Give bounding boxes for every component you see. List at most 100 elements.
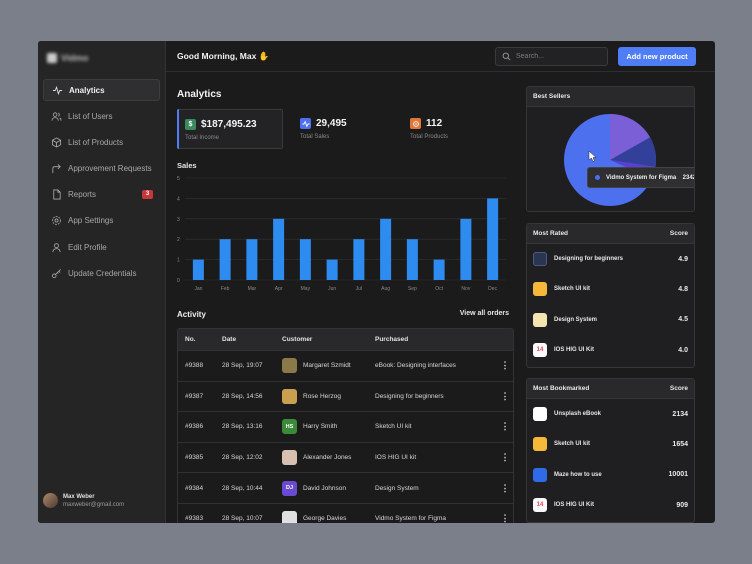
pie-slice-2[interactable]	[610, 114, 650, 160]
y-tick-label: 4	[177, 196, 180, 202]
more-options-icon[interactable]: ⋮	[500, 482, 510, 493]
column-header-no[interactable]: No.	[185, 336, 196, 343]
bar-apr[interactable]	[273, 218, 285, 280]
stat-card-total-income[interactable]: $ $187,495.23 Total Income	[177, 109, 283, 149]
customer-name: David Johnson	[303, 484, 346, 492]
activity-table: No. Date Customer Purchased #9388 28 Sep,…	[177, 328, 514, 523]
sidebar-item-label: Approvement Requests	[68, 164, 152, 174]
panel-title: Most Bookmarked	[533, 385, 590, 392]
bar-oct[interactable]	[433, 259, 445, 280]
arrow-forward-icon	[52, 164, 61, 174]
bar-jan[interactable]	[192, 259, 204, 280]
search-input[interactable]	[516, 53, 601, 60]
sidebar-item-products[interactable]: List of Products	[43, 131, 160, 153]
key-icon	[51, 268, 61, 278]
item-name: IOS HIG UI Kit	[554, 502, 595, 509]
list-item[interactable]: Sketch UI kit 4.8	[527, 274, 694, 304]
y-tick-label: 5	[177, 176, 180, 182]
customer-cell: Rose Herzog	[282, 388, 375, 404]
sidebar-item-label: List of Users	[68, 111, 113, 121]
app-window: Vidmo Analytics List of Users List of Pr…	[38, 41, 715, 523]
list-item[interactable]: 14 IOS HIG UI Kit 909	[527, 490, 694, 520]
order-date: 28 Sep, 12:02	[222, 454, 263, 462]
list-item[interactable]: Design System 4.5	[527, 305, 694, 335]
sidebar-item-app-settings[interactable]: App Settings	[43, 210, 160, 232]
list-item[interactable]: Designing for beginners 4.9	[527, 244, 694, 274]
bar-mar[interactable]	[246, 239, 258, 280]
user-profile[interactable]: Max Weber maxweber@gmail.com	[43, 493, 124, 508]
more-options-icon[interactable]: ⋮	[500, 421, 510, 432]
item-name: Sketch UI kit	[554, 286, 591, 293]
more-options-icon[interactable]: ⋮	[500, 513, 510, 523]
top-bar: Good Morning, Max ✋ Add new product	[166, 41, 715, 72]
purchased-item: Vidmo System for Figma	[375, 515, 447, 523]
list-item[interactable]: 14 IOS HIG UI Kit 4.0	[527, 335, 694, 365]
item-name: Sketch UI kit	[554, 441, 591, 448]
table-row[interactable]: #9384 28 Sep, 10:44 DJ David Johnson Design …	[178, 472, 513, 503]
x-tick-label: Apr	[275, 286, 283, 292]
stat-card-total-sales[interactable]: 29,495 Total Sales	[293, 109, 393, 149]
sidebar-item-update-credentials[interactable]: Update Credentials	[43, 262, 160, 284]
brand-logo[interactable]: Vidmo	[47, 53, 88, 63]
customer-avatar: HS	[282, 419, 297, 435]
product-icon	[410, 118, 421, 129]
table-row[interactable]: #9385 28 Sep, 12:02 Alexander Jones IOS HIG…	[178, 441, 513, 473]
more-options-icon[interactable]: ⋮	[500, 390, 510, 401]
list-item[interactable]: Maze how to use 10001	[527, 460, 694, 490]
users-icon	[51, 112, 62, 121]
list-item[interactable]: Unsplash eBook 2134	[527, 399, 694, 429]
sidebar-item-reports[interactable]: Reports 3	[43, 184, 160, 206]
sidebar-item-analytics[interactable]: Analytics	[43, 79, 160, 101]
customer-avatar	[282, 450, 297, 466]
bar-jul[interactable]	[353, 239, 365, 280]
customer-avatar	[282, 358, 297, 374]
table-row[interactable]: #9383 28 Sep, 10:07 George Davies Vidmo Sys…	[178, 502, 513, 523]
x-tick-label: Jun	[328, 286, 336, 292]
bar-aug[interactable]	[380, 218, 392, 280]
bar-jun[interactable]	[326, 259, 338, 280]
pie-slice-3[interactable]	[610, 137, 657, 167]
legend-dot-icon	[595, 175, 600, 180]
panel-title: Most Rated	[533, 230, 569, 237]
column-header-purchased[interactable]: Purchased	[375, 336, 409, 343]
list-item[interactable]: Sketch UI kit 1654	[527, 429, 694, 459]
view-all-orders-link[interactable]: View all orders	[459, 310, 509, 317]
sidebar-item-approvement-requests[interactable]: Approvement Requests	[43, 158, 160, 180]
customer-cell: George Davies	[282, 511, 375, 523]
bar-sep[interactable]	[406, 239, 418, 280]
table-row[interactable]: #9388 28 Sep, 19:07 Margaret Szmidt eBook: …	[178, 350, 513, 381]
table-row[interactable]: #9387 28 Sep, 14:56 Rose Herzog Designing f…	[178, 380, 513, 412]
table-row[interactable]: #9386 28 Sep, 13:16 HS Harry Smith Sketch UI…	[178, 411, 513, 442]
best-sellers-panel: Best Sellers Vidmo System for Figma 2342	[526, 86, 695, 212]
sketch-icon	[533, 437, 547, 452]
bar-may[interactable]	[299, 239, 311, 280]
bar-feb[interactable]	[219, 239, 231, 280]
order-date: 28 Sep, 10:07	[222, 515, 263, 523]
sidebar-item-users[interactable]: List of Users	[43, 105, 160, 127]
bar-dec[interactable]	[487, 198, 499, 280]
stat-card-total-products[interactable]: 112 Total Products	[403, 109, 503, 149]
more-options-icon[interactable]: ⋮	[500, 360, 510, 371]
item-name: Maze how to use	[554, 471, 602, 478]
sidebar-item-label: Edit Profile	[68, 242, 107, 252]
customer-avatar	[282, 511, 297, 523]
score-column-label: Score	[669, 230, 688, 237]
add-new-product-button[interactable]: Add new product	[618, 47, 696, 66]
panel-title: Best Sellers	[533, 93, 571, 100]
bar-nov[interactable]	[460, 218, 472, 280]
sidebar-item-edit-profile[interactable]: Edit Profile	[43, 236, 160, 258]
customer-cell: Alexander Jones	[282, 450, 375, 466]
avatar	[43, 493, 58, 508]
purchased-item: Design System	[375, 484, 419, 492]
customer-name: Margaret Szmidt	[303, 362, 351, 370]
column-header-date[interactable]: Date	[222, 336, 237, 343]
more-options-icon[interactable]: ⋮	[500, 452, 510, 463]
column-header-customer[interactable]: Customer	[282, 336, 313, 343]
item-score: 4.9	[678, 255, 688, 263]
user-email: maxweber@gmail.com	[63, 501, 125, 508]
search-box[interactable]	[495, 47, 608, 66]
ios14-icon: 14	[533, 498, 547, 513]
item-score: 1654	[672, 440, 688, 448]
sidebar-item-label: Reports	[68, 190, 97, 200]
greeting: Good Morning, Max ✋	[177, 51, 270, 61]
